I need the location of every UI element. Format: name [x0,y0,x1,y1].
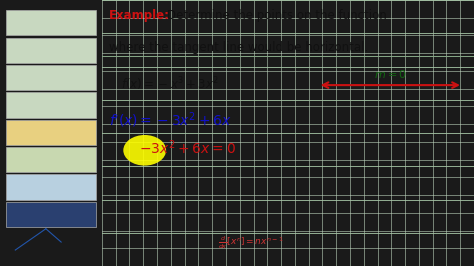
Text: where the tangent line would be horizontal.: where the tangent line would be horizont… [109,41,369,54]
Bar [6,10,96,35]
Text: $\frac{d}{dx}[x^n] = nx^{n-1}$: $\frac{d}{dx}[x^n] = nx^{n-1}$ [218,234,283,251]
Bar [6,65,96,90]
Bar [6,38,96,63]
Ellipse shape [123,135,166,165]
Text: Example:: Example: [109,9,170,22]
Text: $m = 0$: $m = 0$ [374,68,407,80]
Text: $-3x^2 + 6x = 0$: $-3x^2 + 6x = 0$ [139,138,236,157]
Text: $f(x) = -x^3 + 3x^2$: $f(x) = -x^3 + 3x^2$ [120,76,219,93]
Bar [6,147,96,172]
Bar [6,174,96,200]
Bar [6,120,96,145]
Text: $f'(x) = -3x^2 + 6x$: $f'(x) = -3x^2 + 6x$ [109,110,232,130]
Bar [6,202,96,227]
Bar [6,92,96,118]
Text: Determine the points on the function: Determine the points on the function [167,9,387,22]
